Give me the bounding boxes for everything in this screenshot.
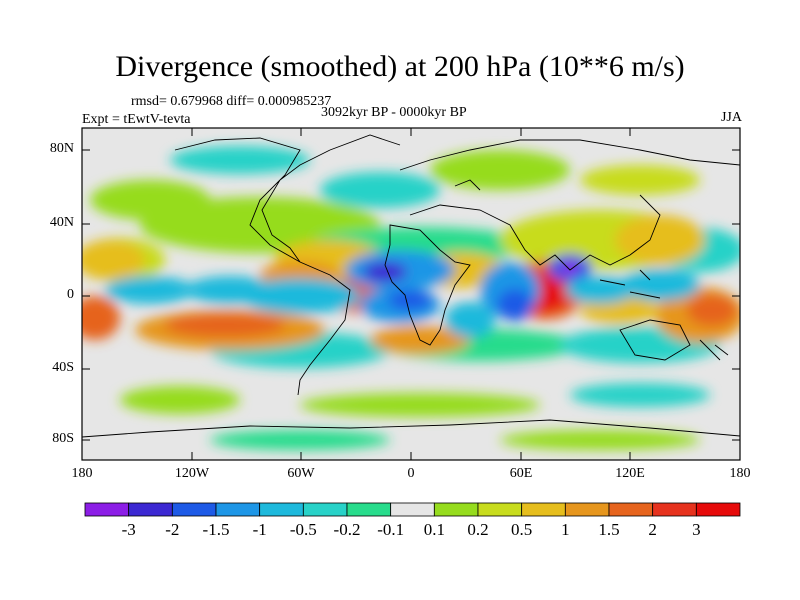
- colorbar-label: -1.5: [202, 520, 230, 539]
- colorbar-box: [84, 502, 130, 517]
- season-label: JJA: [720, 110, 742, 125]
- colorbar-box: [171, 502, 217, 517]
- lat-label: 40N: [49, 215, 74, 230]
- colorbar-label: 1: [561, 520, 570, 539]
- colorbar-label: -0.5: [289, 520, 317, 539]
- colorbar-box: [521, 502, 566, 517]
- lon-label: 180: [71, 466, 93, 481]
- colorbar-box: [433, 502, 479, 517]
- colorbar-label: -0.1: [377, 520, 405, 539]
- colorbar-label: 3: [692, 520, 701, 539]
- lat-label: 80N: [49, 141, 74, 156]
- colorbar-label: 0.2: [467, 520, 489, 539]
- colorbar-box: [302, 502, 348, 517]
- colorbar-label: 1.5: [598, 520, 620, 539]
- lon-label: 60E: [509, 466, 533, 481]
- colorbar-label: 0.1: [423, 520, 445, 539]
- divergence-field: [82, 146, 740, 450]
- colorbar-label: -2: [165, 520, 180, 539]
- plot-title: Divergence (smoothed) at 200 hPa (10**6 …: [115, 50, 685, 83]
- lon-label: 180: [729, 466, 751, 481]
- lon-label: 120W: [174, 466, 210, 481]
- colorbar-box: [128, 502, 173, 517]
- colorbar-box: [564, 502, 610, 517]
- colorbar-box: [390, 502, 435, 517]
- stats-text: rmsd= 0.679968 diff= 0.000985237: [131, 94, 332, 109]
- coastlines: [82, 134, 740, 438]
- colorbar-label: -0.2: [333, 520, 361, 539]
- colorbar-label: -3: [121, 520, 136, 539]
- lon-label: 60W: [287, 466, 315, 481]
- colorbar-label: 2: [648, 520, 657, 539]
- colorbar-box: [652, 502, 697, 517]
- lat-label: 0: [67, 287, 74, 302]
- lon-label: 120E: [615, 466, 645, 481]
- colorbar-box: [477, 502, 523, 517]
- colorbar-box: [695, 502, 741, 517]
- lon-label: 0: [407, 466, 415, 481]
- colorbar-box: [608, 502, 654, 517]
- axis-ticks: [81, 128, 741, 460]
- lat-label: 80S: [52, 431, 74, 446]
- lat-label: 40S: [52, 360, 74, 375]
- colorbar-box: [346, 502, 392, 517]
- experiment-label: Expt = tEwtV-tevta: [82, 112, 191, 127]
- colorbar-box: [215, 502, 261, 517]
- colorbar-label: -1: [252, 520, 267, 539]
- colorbar-label: 0.5: [511, 520, 533, 539]
- colorbar-box: [259, 502, 304, 517]
- colorbar: [84, 502, 741, 517]
- period-label: 3092kyr BP - 0000kyr BP: [321, 105, 467, 120]
